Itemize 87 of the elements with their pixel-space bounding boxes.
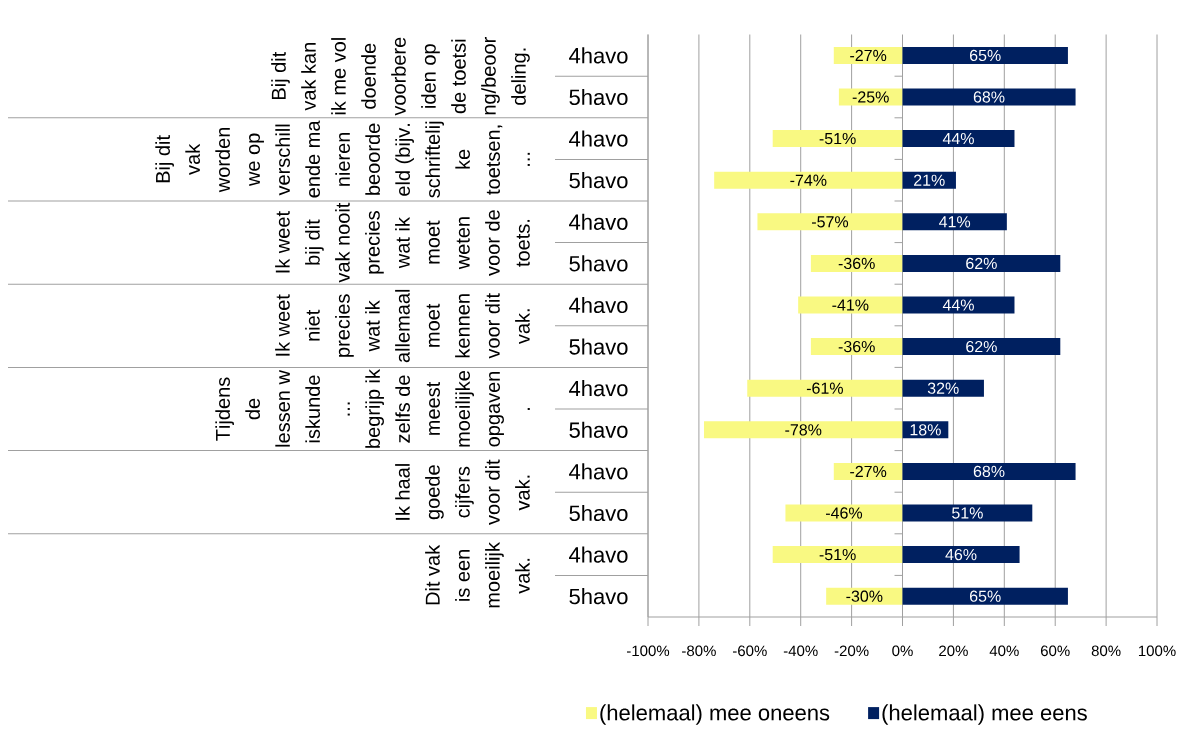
x-tick-label: 40%: [989, 645, 1019, 657]
y-tick-label: 5havo: [569, 88, 628, 106]
text: Ik weet niet precies wat ik allemaal moet kennen voor dit vak.: [275, 289, 530, 363]
text: Dit vak is een moeilijk vak.: [425, 542, 530, 608]
data-label: 32%: [927, 382, 959, 394]
bar: [902, 213, 1007, 231]
y-tick-label: 4havo: [569, 380, 628, 397]
x-tick-label: 0%: [892, 645, 913, 657]
data-label: 18%: [910, 424, 941, 436]
text: Tijdens de lessen wiskunde ... begrijp ik zelfs de meest moeilijke opgaven.: [215, 369, 530, 448]
x-tick-label: -40%: [783, 645, 818, 657]
data-label: 51%: [952, 507, 983, 519]
bar: [902, 254, 1061, 272]
data-label: -57%: [812, 216, 849, 228]
bar: [902, 379, 984, 397]
bar: [902, 88, 1076, 106]
legend-label: (helemaal) mee oneens: [600, 704, 830, 725]
data-label: 44%: [942, 133, 974, 145]
y-tick-label: 4havo: [569, 130, 628, 147]
bar: [747, 379, 903, 397]
bar: [902, 130, 1015, 148]
data-label: 68%: [973, 465, 1005, 478]
data-label: -36%: [838, 340, 875, 353]
legend-label: (helemaal) mee eens: [882, 704, 1087, 725]
bar: [703, 421, 903, 439]
text: Ik weet bij dit vak nooit precies wat ik moet weten voor de toets.: [275, 202, 530, 283]
x-tick-label: -100%: [626, 645, 670, 657]
x-tick-label: 100%: [1138, 645, 1176, 657]
data-label: -46%: [826, 507, 863, 519]
bar: [798, 296, 903, 314]
data-label: -78%: [785, 424, 822, 436]
bar: [772, 546, 903, 564]
data-label: -25%: [852, 91, 889, 103]
bar: [902, 296, 1015, 314]
y-tick-label: 5havo: [569, 338, 628, 355]
y-tick-label: 5havo: [569, 588, 628, 605]
bar: [902, 504, 1033, 522]
x-tick-label: -80%: [682, 645, 716, 657]
y-tick-label: 5havo: [569, 504, 628, 522]
y-tick-label: 5havo: [569, 421, 628, 438]
data-label: 41%: [939, 216, 971, 228]
bar: [902, 587, 1068, 605]
bar: [772, 130, 903, 148]
data-label: -61%: [806, 382, 843, 394]
bar: [833, 46, 903, 64]
data-label: -27%: [850, 465, 887, 478]
data-label: 65%: [970, 590, 1001, 602]
y-tick-label: 4havo: [569, 546, 628, 563]
bar: [902, 546, 1020, 564]
x-tick-label: -60%: [732, 645, 767, 657]
data-label: 65%: [970, 49, 1001, 62]
y-tick-label: 5havo: [569, 255, 628, 272]
text: Bij dit vak kan ik me voldoende voorbereiden op de toetsing/beoordeling.: [271, 37, 530, 116]
x-tick-label: -20%: [834, 645, 869, 657]
data-label: 62%: [966, 340, 997, 353]
y-tick-label: 4havo: [569, 296, 628, 314]
y-tick-label: 4havo: [569, 47, 628, 64]
data-label: -51%: [819, 132, 856, 145]
x-tick-label: 20%: [939, 645, 968, 657]
y-tick-label: 4havo: [569, 213, 628, 230]
bar: [810, 338, 903, 356]
data-label: -51%: [819, 548, 856, 561]
bar: [826, 587, 903, 605]
data-label: 21%: [914, 174, 945, 186]
data-label: 68%: [973, 91, 1005, 103]
bar: [714, 171, 903, 189]
bar: [833, 462, 903, 480]
bar: [757, 213, 903, 231]
bar: [902, 462, 1076, 480]
bar: [785, 504, 903, 522]
text: Ik haal goede cijfers voor dit vak.: [395, 459, 530, 525]
bar: [902, 46, 1068, 64]
data-label: 62%: [966, 257, 997, 270]
data-label: -74%: [790, 174, 827, 186]
y-tick-label: 4havo: [569, 463, 628, 480]
data-label: -30%: [846, 590, 883, 602]
data-label: -41%: [832, 299, 869, 311]
x-tick-label: 60%: [1040, 645, 1070, 657]
data-label: 46%: [945, 548, 977, 561]
bar: [902, 338, 1061, 356]
x-tick-label: 80%: [1091, 645, 1121, 657]
data-label: -27%: [850, 49, 887, 62]
data-label: 44%: [942, 299, 974, 311]
text: Bij dit vak worden we op verschillende manieren beoordeeld (bijv. schriftelijke toetsen, ...: [155, 120, 530, 198]
bar: [810, 254, 903, 272]
y-tick-label: 5havo: [569, 172, 628, 189]
data-label: -36%: [838, 257, 875, 270]
